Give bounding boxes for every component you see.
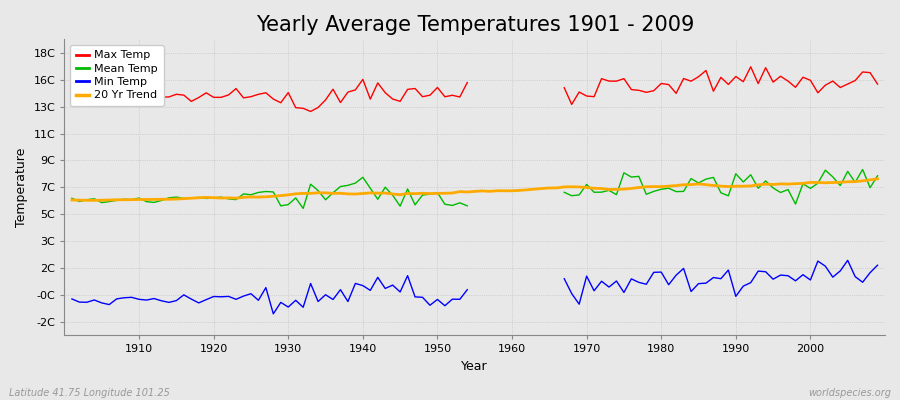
Title: Yearly Average Temperatures 1901 - 2009: Yearly Average Temperatures 1901 - 2009 xyxy=(256,15,694,35)
Y-axis label: Temperature: Temperature xyxy=(15,148,28,227)
Text: worldspecies.org: worldspecies.org xyxy=(808,388,891,398)
Legend: Max Temp, Mean Temp, Min Temp, 20 Yr Trend: Max Temp, Mean Temp, Min Temp, 20 Yr Tre… xyxy=(70,45,164,106)
Text: Latitude 41.75 Longitude 101.25: Latitude 41.75 Longitude 101.25 xyxy=(9,388,170,398)
X-axis label: Year: Year xyxy=(462,360,488,373)
